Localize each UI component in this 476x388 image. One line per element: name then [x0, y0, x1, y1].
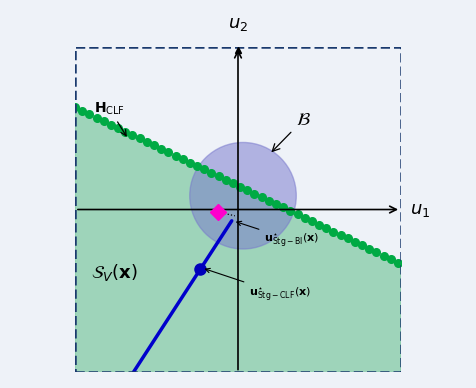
Text: $u_1$: $u_1$: [410, 201, 431, 218]
Polygon shape: [75, 107, 401, 372]
Text: $\mathbf{u}^{\star}_{\mathrm{Stg-CLF}}(\mathbf{x})$: $\mathbf{u}^{\star}_{\mathrm{Stg-CLF}}(\…: [206, 268, 311, 303]
Text: $\mathbf{u}^{\star}_{\mathrm{Stg-Bl}}(\mathbf{x})$: $\mathbf{u}^{\star}_{\mathrm{Stg-Bl}}(\m…: [237, 221, 319, 249]
Text: $\mathbf{H}_{\mathrm{CLF}}$: $\mathbf{H}_{\mathrm{CLF}}$: [94, 100, 126, 136]
Text: $\mathcal{B}$: $\mathcal{B}$: [272, 111, 310, 151]
Circle shape: [190, 142, 296, 249]
Text: $\mathcal{S}_V(\mathbf{x})$: $\mathcal{S}_V(\mathbf{x})$: [91, 262, 138, 284]
Text: $u_2$: $u_2$: [228, 15, 248, 33]
